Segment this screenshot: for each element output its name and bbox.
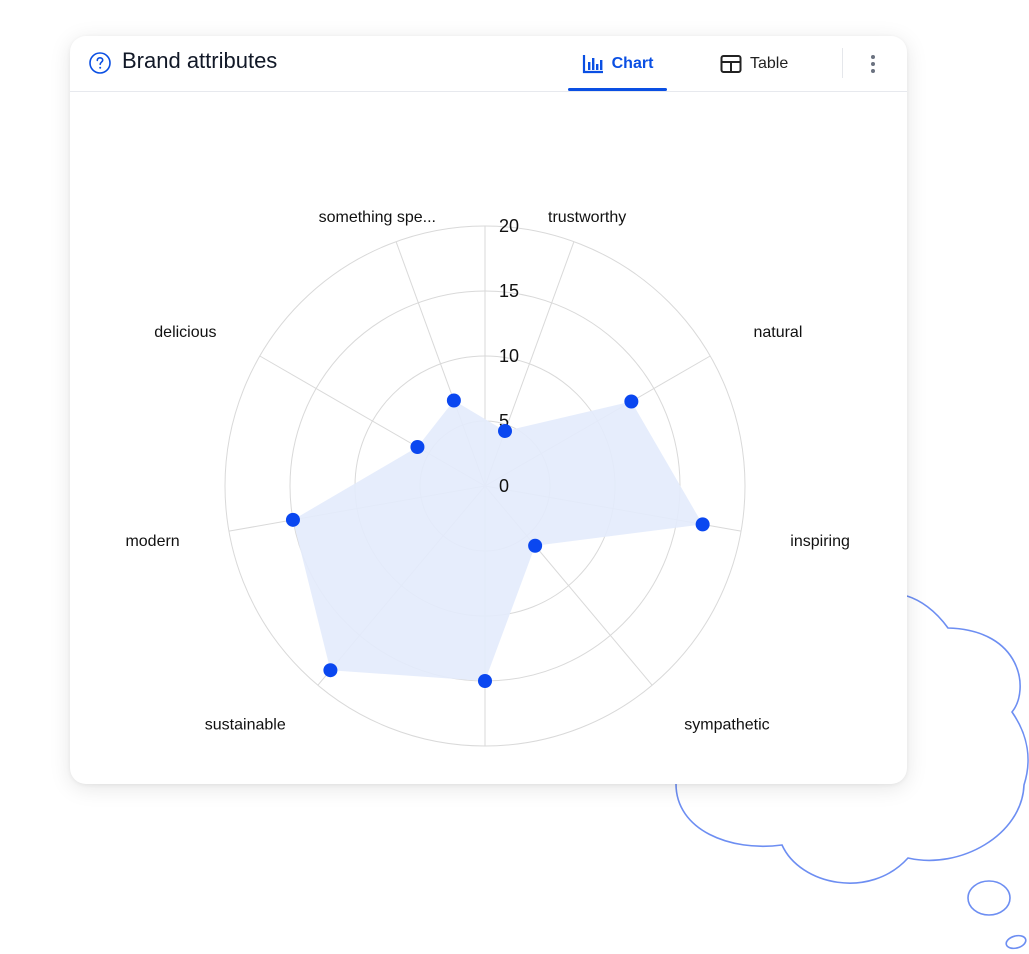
category-label: trustworthy (548, 209, 626, 226)
tick-label: 10 (499, 346, 519, 366)
thought-cloud-outline (675, 595, 1029, 884)
brand-attributes-card: Brand attributes Chart Table (70, 36, 907, 784)
data-point[interactable] (446, 393, 461, 408)
tab-table-label: Table (750, 54, 789, 72)
category-label: something spe... (319, 209, 436, 226)
tab-chart-label: Chart (611, 54, 654, 72)
data-point[interactable] (285, 512, 300, 527)
category-label: inspiring (790, 533, 850, 550)
category-label: delicious (154, 324, 216, 341)
bar-chart-icon (582, 54, 603, 73)
category-label: modern (125, 533, 179, 550)
header-divider (842, 48, 843, 78)
table-icon (720, 54, 742, 73)
radar-chart: 0 5 10 15 20 trustworthy natural inspiring sympa… (125, 209, 850, 747)
card-header: Brand attributes Chart Table (70, 36, 907, 92)
tab-table[interactable]: Table (720, 36, 788, 91)
data-point[interactable] (695, 517, 710, 532)
data-point[interactable] (323, 663, 338, 678)
thought-bubble-small (1005, 934, 1027, 950)
tick-label: 5 (499, 411, 509, 431)
data-point[interactable] (478, 674, 492, 688)
tick-label: 15 (499, 281, 519, 301)
category-label: natural (753, 324, 802, 341)
tick-label: 0 (499, 476, 509, 496)
data-point[interactable] (410, 440, 425, 454)
tab-chart[interactable]: Chart (568, 36, 667, 91)
card-title: Brand attributes (122, 48, 278, 73)
tick-label: 20 (499, 216, 519, 236)
thought-bubble-large (967, 880, 1011, 916)
more-options-icon[interactable] (866, 52, 880, 76)
series-area (292, 400, 703, 681)
data-point[interactable] (528, 538, 543, 553)
category-label: sympathetic (684, 716, 769, 733)
data-point[interactable] (624, 394, 639, 409)
data-point[interactable] (498, 424, 513, 439)
help-icon[interactable] (88, 51, 112, 75)
category-label: sustainable (205, 716, 286, 733)
